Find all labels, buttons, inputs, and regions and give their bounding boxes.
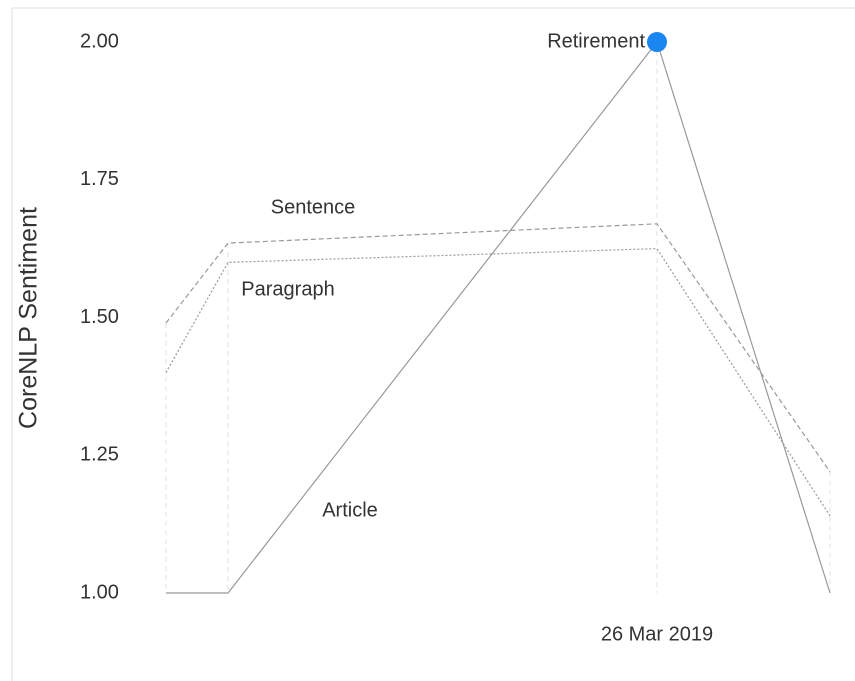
series-label: Article	[322, 499, 378, 521]
y-tick-label: 2.00	[80, 30, 119, 52]
series-label: Sentence	[271, 196, 356, 218]
series-line	[166, 40, 831, 594]
series-line	[165, 223, 831, 473]
y-tick-label: 1.25	[80, 444, 119, 466]
y-tick-label: 1.00	[80, 581, 119, 603]
annotation-label: Retirement	[547, 30, 645, 52]
y-tick-label: 1.50	[80, 306, 119, 328]
series-line	[165, 248, 831, 517]
annotation-dot	[647, 32, 667, 52]
x-tick-label: 26 Mar 2019	[601, 623, 713, 645]
y-axis-label: CoreNLP Sentiment	[15, 207, 43, 429]
y-tick-label: 1.75	[80, 168, 119, 190]
series-label: Paragraph	[241, 278, 334, 300]
